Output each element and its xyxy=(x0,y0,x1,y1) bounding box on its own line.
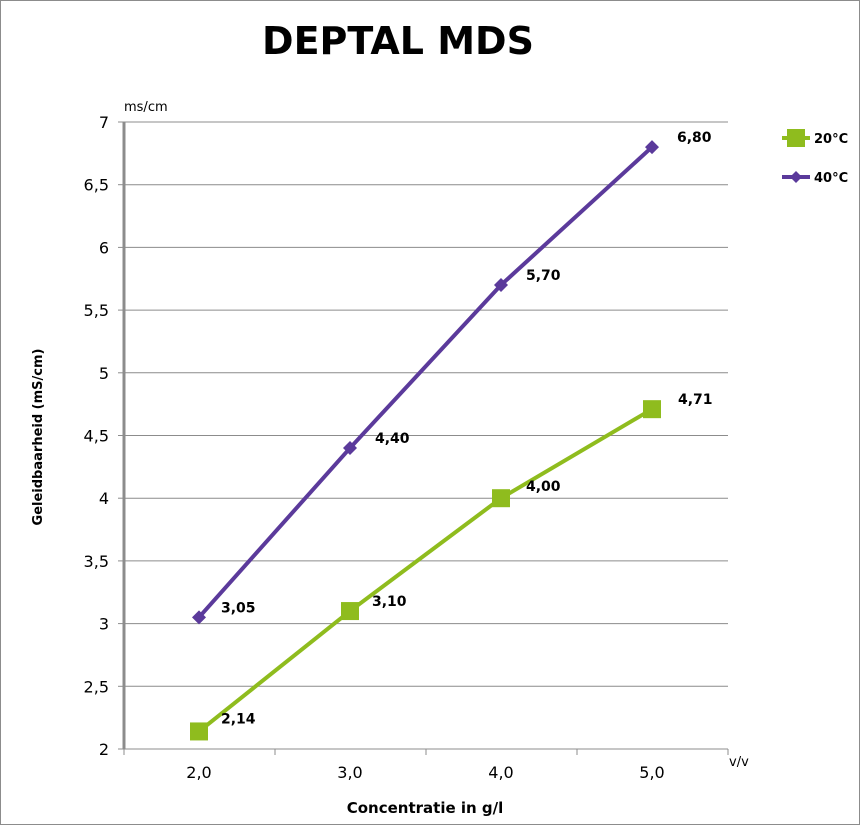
y-tick-label: 5 xyxy=(99,364,109,383)
legend-item: 20°C xyxy=(782,129,848,147)
y-tick-label: 7 xyxy=(99,113,109,132)
x-tick-label: 2,0 xyxy=(186,763,211,782)
y-tick-label: 4 xyxy=(99,489,109,508)
legend-item: 40°C xyxy=(782,171,848,186)
y-tick-label: 2 xyxy=(99,740,109,759)
data-label: 4,40 xyxy=(375,431,410,447)
series-group xyxy=(190,140,661,741)
data-point-square xyxy=(341,602,359,621)
data-label: 3,05 xyxy=(221,600,256,616)
x-axis-title: Concentratie in g/l xyxy=(347,799,504,817)
data-labels: 2,14 3,10 4,00 4,71 3,05 4,40 5,70 6,80 xyxy=(221,130,713,727)
data-label: 5,70 xyxy=(526,268,561,284)
y-tick-label: 4,5 xyxy=(84,427,109,446)
x-tick-label: 5,0 xyxy=(639,763,664,782)
data-point-diamond xyxy=(192,610,206,625)
data-point-diamond xyxy=(343,441,357,456)
y-tick-label: 3 xyxy=(99,615,109,634)
data-point-square xyxy=(492,489,510,508)
data-label: 4,71 xyxy=(678,392,713,408)
y-tick-label: 6,5 xyxy=(84,176,109,195)
legend-marker xyxy=(790,171,802,183)
y-tick-label: 5,5 xyxy=(84,301,109,320)
series-line xyxy=(197,145,654,619)
legend: 20°C 40°C xyxy=(782,129,848,186)
data-label: 6,80 xyxy=(677,130,712,146)
chart-title: DEPTAL MDS xyxy=(262,19,534,63)
gridlines xyxy=(124,121,728,687)
y-axis-title: Geleidbaarheid (mS/cm) xyxy=(31,349,46,526)
axes xyxy=(118,121,729,755)
series-20°C xyxy=(190,400,661,741)
x-tick-label: 3,0 xyxy=(337,763,362,782)
x-tick-labels: 2,0 3,0 4,0 5,0 xyxy=(186,763,664,782)
y-tick-label: 2,5 xyxy=(84,677,109,696)
y-tick-label: 6 xyxy=(99,238,109,257)
x-unit-label: v/v xyxy=(729,755,749,770)
legend-marker xyxy=(787,129,805,147)
data-point-square xyxy=(190,722,208,741)
y-tick-labels: 2 2,5 3 3,5 4 4,5 5 5,5 6 6,5 7 xyxy=(84,113,109,759)
data-point-diamond xyxy=(494,278,508,293)
data-label: 2,14 xyxy=(221,711,256,727)
y-tick-label: 3,5 xyxy=(84,552,109,571)
x-tick-label: 4,0 xyxy=(488,763,513,782)
y-unit-label: ms/cm xyxy=(124,100,168,115)
data-label: 3,10 xyxy=(372,594,407,610)
series-line xyxy=(197,407,654,734)
legend-label: 40°C xyxy=(814,171,848,186)
legend-label: 20°C xyxy=(814,132,848,147)
series-40°C xyxy=(192,140,659,625)
data-point-diamond xyxy=(645,140,659,155)
data-point-square xyxy=(643,400,661,419)
data-label: 4,00 xyxy=(526,479,561,495)
